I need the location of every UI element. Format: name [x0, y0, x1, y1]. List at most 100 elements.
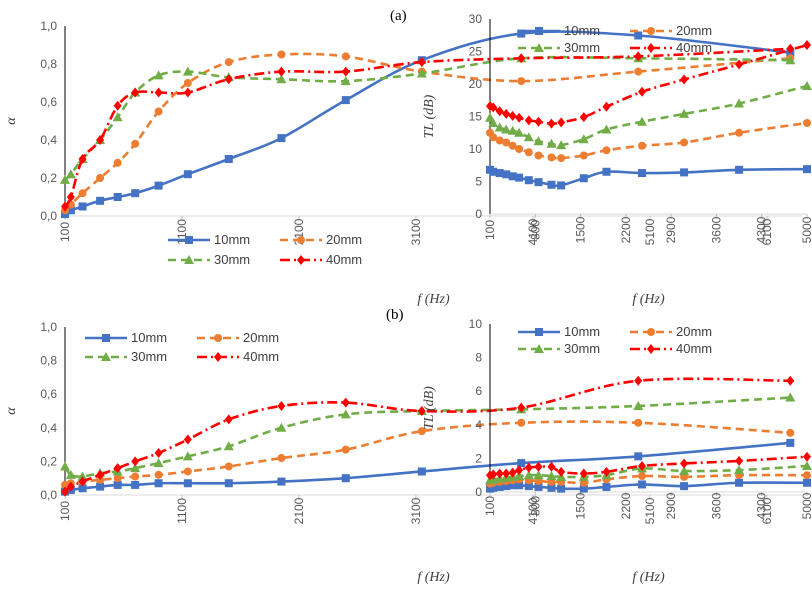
x-tick-label: 5000: [800, 216, 812, 243]
data-point: [131, 87, 140, 98]
data-point: [517, 459, 526, 468]
y-tick-label: 4: [475, 418, 482, 432]
data-point: [601, 124, 612, 134]
y-tick-label: 1,0: [40, 320, 57, 334]
data-point: [224, 462, 233, 471]
y-axis-label: TL (dB): [422, 94, 437, 138]
data-point: [803, 471, 811, 480]
data-point: [515, 112, 524, 123]
data-point: [803, 40, 811, 50]
data-point: [680, 74, 689, 85]
data-point: [96, 174, 105, 182]
data-point: [578, 134, 589, 144]
x-tick-label: 4100: [526, 218, 540, 245]
data-point: [131, 189, 140, 198]
series-10mm: [486, 165, 811, 190]
data-point: [637, 116, 648, 126]
legend-marker: [535, 27, 543, 35]
data-point: [341, 445, 350, 454]
data-point: [131, 456, 140, 467]
data-point: [680, 138, 689, 147]
y-tick-label: 0,0: [40, 209, 57, 223]
data-point: [515, 465, 524, 476]
legend-marker: [647, 344, 655, 354]
data-point: [533, 470, 544, 480]
y-tick-label: 30: [469, 12, 483, 26]
legend-label: 30mm: [131, 349, 167, 364]
data-point: [77, 471, 88, 481]
data-point: [183, 170, 192, 179]
data-point: [489, 469, 498, 480]
series-line: [63, 396, 791, 478]
y-tick-label: 8: [475, 351, 482, 365]
legend-label: 30mm: [564, 40, 600, 55]
data-point: [153, 70, 164, 80]
y-tick-label: 0: [475, 485, 482, 499]
data-point: [489, 483, 498, 492]
data-point: [508, 481, 517, 490]
data-point: [735, 165, 744, 174]
data-point: [341, 474, 350, 483]
y-tick-label: 0,4: [40, 133, 57, 147]
data-point: [547, 153, 556, 162]
x-tick-label: 100: [58, 501, 72, 521]
data-point: [802, 460, 812, 470]
legend-marker: [647, 43, 655, 53]
legend-label: 20mm: [676, 23, 712, 38]
data-point: [679, 466, 690, 475]
data-point: [803, 451, 811, 462]
data-point: [224, 414, 233, 425]
data-point: [634, 418, 643, 427]
data-point: [182, 66, 193, 76]
data-point: [78, 189, 87, 198]
x-tick-label: 1500: [574, 216, 588, 243]
x-tick-label: 3100: [409, 497, 423, 524]
x-tick-label: 1100: [175, 498, 189, 524]
data-point: [488, 118, 499, 127]
y-tick-label: 20: [469, 77, 483, 91]
x-tick-label: 3600: [709, 216, 723, 243]
legend-label: 40mm: [676, 40, 712, 55]
data-point: [113, 100, 122, 111]
y-tick-label: 10: [469, 142, 483, 156]
y-tick-label: 0,2: [40, 454, 57, 468]
data-point: [154, 107, 163, 116]
data-point: [502, 108, 511, 119]
data-point: [224, 74, 233, 85]
data-point: [515, 481, 524, 490]
legend-marker: [102, 334, 110, 342]
data-point: [557, 181, 566, 190]
data-point: [489, 133, 498, 142]
data-point: [183, 467, 192, 476]
y-tick-label: 15: [469, 110, 483, 124]
x-tick-label: 1500: [574, 492, 588, 519]
y-tick-label: 0,2: [40, 171, 57, 185]
data-point: [183, 79, 192, 87]
data-point: [803, 119, 811, 127]
legend-label: 10mm: [564, 324, 600, 339]
data-point: [66, 481, 75, 492]
data-point: [417, 406, 426, 416]
data-point: [579, 151, 588, 160]
legend-marker: [184, 255, 194, 264]
data-point: [495, 136, 504, 145]
data-point: [735, 478, 744, 487]
data-point: [130, 463, 141, 473]
data-point: [153, 458, 164, 468]
data-point: [602, 101, 611, 112]
data-point: [131, 139, 140, 148]
data-point: [494, 122, 505, 132]
data-point: [154, 470, 163, 479]
data-point: [183, 87, 192, 98]
data-point: [340, 409, 351, 419]
data-point: [735, 455, 744, 466]
legend-marker: [647, 328, 655, 336]
data-point: [182, 451, 193, 461]
data-point: [515, 145, 524, 153]
data-point: [579, 468, 588, 479]
x-tick-label: 100: [483, 496, 497, 516]
data-point: [341, 52, 350, 61]
data-point: [112, 112, 123, 122]
